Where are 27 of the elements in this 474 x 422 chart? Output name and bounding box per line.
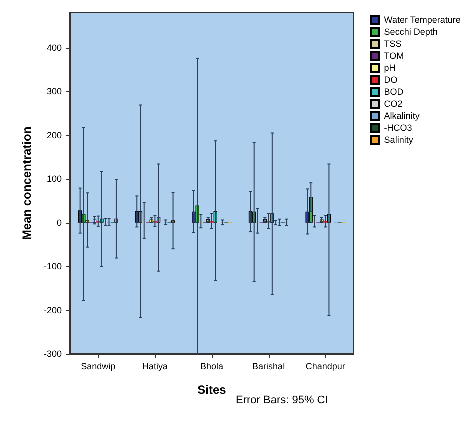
legend-label: Secchi Depth [384, 27, 438, 37]
x-tick-label: Bhola [200, 362, 224, 372]
y-axis-title: Mean concentration [20, 126, 34, 240]
y-tick-label: 200 [46, 130, 62, 140]
text: Error Bars: 95% CI [236, 394, 328, 406]
legend-label: Alkalinity [384, 111, 420, 121]
legend-label: TSS [384, 39, 402, 49]
legend-label: CO2 [384, 99, 403, 109]
x-tick-label: Barishal [252, 362, 286, 372]
legend-label: pH [384, 63, 396, 73]
legend-label: BOD [384, 87, 404, 97]
y-tick-label: -300 [44, 349, 62, 359]
x-tick-label: Hatiya [142, 362, 168, 372]
y-tick-label: 100 [46, 174, 62, 184]
legend-label: -HCO3 [384, 123, 412, 133]
y-tick-label: 0 [56, 218, 62, 228]
legend-label: Water Temperature [384, 15, 461, 25]
legend-label: TOM [384, 51, 404, 61]
legend-label: DO [384, 75, 398, 85]
x-axis-title: Sites [198, 383, 227, 397]
legend-label: Salinity [384, 135, 414, 145]
y-tick-label: 400 [46, 42, 62, 53]
y-tick-label: -100 [44, 262, 62, 272]
x-tick-label: Sandwip [81, 362, 116, 372]
x-tick-label: Chandpur [306, 362, 346, 372]
y-tick-label: 300 [46, 86, 62, 97]
y-tick-label: -200 [44, 305, 62, 316]
